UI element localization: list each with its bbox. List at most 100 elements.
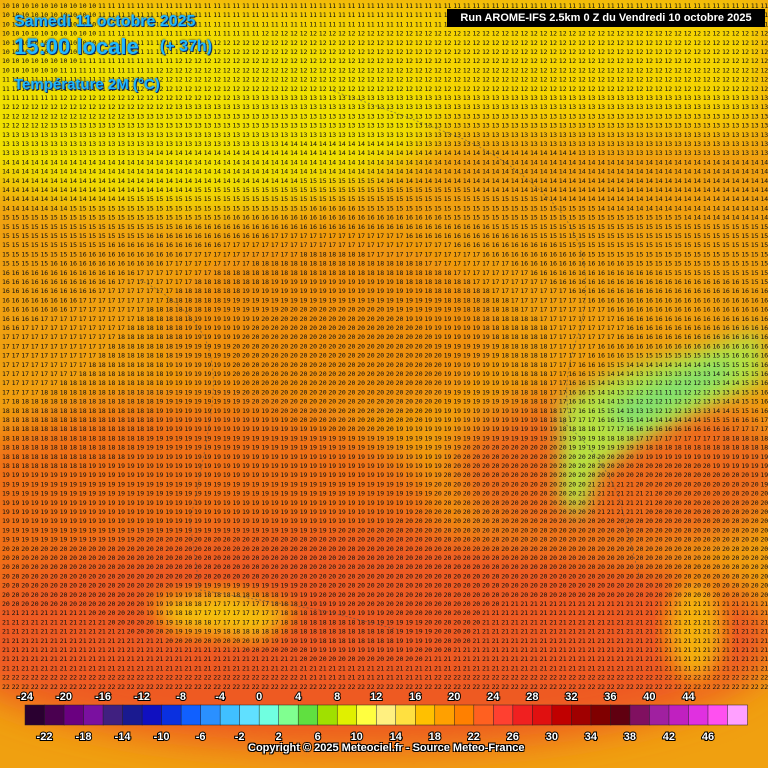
grid-value: 20 bbox=[386, 554, 394, 562]
grid-value: 20 bbox=[520, 471, 528, 479]
grid-value: 13 bbox=[674, 103, 682, 111]
grid-value: 18 bbox=[40, 434, 48, 442]
grid-value: 13 bbox=[79, 140, 87, 148]
grid-value: 13 bbox=[693, 94, 701, 102]
grid-value: 12 bbox=[684, 48, 692, 56]
grid-value: 16 bbox=[684, 315, 692, 323]
grid-value: 15 bbox=[290, 204, 298, 212]
grid-value: 15 bbox=[453, 214, 461, 222]
grid-value: 17 bbox=[492, 287, 500, 295]
grid-value: 20 bbox=[357, 324, 365, 332]
grid-value: 20 bbox=[482, 471, 490, 479]
grid-value: 17 bbox=[127, 278, 135, 286]
grid-value: 19 bbox=[184, 352, 192, 360]
grid-value: 13 bbox=[645, 131, 653, 139]
grid-value: 16 bbox=[645, 315, 653, 323]
grid-value: 19 bbox=[453, 333, 461, 341]
grid-value: 19 bbox=[732, 462, 740, 470]
grid-value: 13 bbox=[338, 94, 346, 102]
grid-value: 16 bbox=[732, 315, 740, 323]
grid-value: 16 bbox=[760, 398, 768, 406]
grid-value: 20 bbox=[376, 407, 384, 415]
grid-value: 20 bbox=[357, 554, 365, 562]
grid-value: 14 bbox=[261, 168, 269, 176]
grid-value: 16 bbox=[578, 398, 586, 406]
grid-value: 11 bbox=[722, 2, 730, 10]
grid-value: 13 bbox=[578, 112, 586, 120]
grid-value: 19 bbox=[415, 434, 423, 442]
grid-value: 17 bbox=[636, 434, 644, 442]
grid-value: 13 bbox=[588, 103, 596, 111]
grid-value: 18 bbox=[60, 462, 68, 470]
grid-value: 11 bbox=[434, 11, 442, 19]
grid-value: 11 bbox=[693, 2, 701, 10]
grid-value: 19 bbox=[396, 471, 404, 479]
grid-value: 18 bbox=[520, 398, 528, 406]
grid-value: 17 bbox=[357, 232, 365, 240]
grid-value: 13 bbox=[50, 149, 58, 157]
grid-value: 10 bbox=[40, 48, 48, 56]
grid-value: 14 bbox=[684, 177, 692, 185]
grid-value: 12 bbox=[751, 30, 759, 38]
grid-value: 16 bbox=[760, 370, 768, 378]
grid-value: 15 bbox=[655, 250, 663, 258]
grid-value: 20 bbox=[357, 545, 365, 553]
grid-value: 19 bbox=[156, 398, 164, 406]
grid-value: 20 bbox=[693, 490, 701, 498]
grid-value: 18 bbox=[338, 250, 346, 258]
grid-value: 18 bbox=[156, 379, 164, 387]
grid-value: 18 bbox=[50, 462, 58, 470]
grid-value: 16 bbox=[626, 287, 634, 295]
grid-value: 13 bbox=[664, 149, 672, 157]
grid-value: 13 bbox=[597, 122, 605, 130]
grid-value: 15 bbox=[21, 260, 29, 268]
grid-value: 12 bbox=[424, 39, 432, 47]
grid-value: 20 bbox=[674, 480, 682, 488]
grid-value: 17 bbox=[559, 407, 567, 415]
grid-value: 17 bbox=[204, 269, 212, 277]
grid-value: 19 bbox=[626, 444, 634, 452]
grid-value: 18 bbox=[50, 425, 58, 433]
grid-value: 19 bbox=[117, 480, 125, 488]
grid-value: 18 bbox=[88, 370, 96, 378]
grid-value: 20 bbox=[357, 398, 365, 406]
grid-value: 20 bbox=[319, 333, 327, 341]
grid-value: 16 bbox=[760, 333, 768, 341]
grid-value: 20 bbox=[732, 554, 740, 562]
grid-value: 20 bbox=[357, 370, 365, 378]
grid-value: 17 bbox=[175, 278, 183, 286]
grid-value: 17 bbox=[732, 425, 740, 433]
grid-value: 16 bbox=[127, 250, 135, 258]
grid-value: 14 bbox=[405, 177, 413, 185]
grid-value: 19 bbox=[213, 324, 221, 332]
grid-value: 11 bbox=[261, 11, 269, 19]
grid-value: 13 bbox=[588, 94, 596, 102]
grid-value: 19 bbox=[165, 490, 173, 498]
grid-value: 15 bbox=[21, 241, 29, 249]
grid-value: 19 bbox=[453, 425, 461, 433]
grid-value: 16 bbox=[242, 223, 250, 231]
grid-value: 12 bbox=[520, 57, 528, 65]
grid-value: 14 bbox=[760, 168, 768, 176]
grid-value: 16 bbox=[588, 352, 596, 360]
grid-value: 19 bbox=[194, 416, 202, 424]
grid-value: 12 bbox=[645, 30, 653, 38]
grid-value: 13 bbox=[184, 131, 192, 139]
grid-value: 15 bbox=[655, 260, 663, 268]
grid-value: 20 bbox=[271, 536, 279, 544]
grid-value: 17 bbox=[252, 241, 260, 249]
grid-value: 20 bbox=[434, 545, 442, 553]
grid-value: 13 bbox=[146, 122, 154, 130]
grid-value: 17 bbox=[40, 379, 48, 387]
grid-value: 20 bbox=[88, 563, 96, 571]
grid-value: 18 bbox=[117, 453, 125, 461]
grid-value: 16 bbox=[31, 306, 39, 314]
grid-value: 14 bbox=[108, 168, 116, 176]
grid-value: 14 bbox=[549, 195, 557, 203]
grid-value: 15 bbox=[223, 195, 231, 203]
grid-value: 12 bbox=[472, 57, 480, 65]
grid-value: 18 bbox=[415, 260, 423, 268]
grid-value: 19 bbox=[386, 471, 394, 479]
grid-value: 16 bbox=[530, 241, 538, 249]
grid-value: 20 bbox=[252, 352, 260, 360]
